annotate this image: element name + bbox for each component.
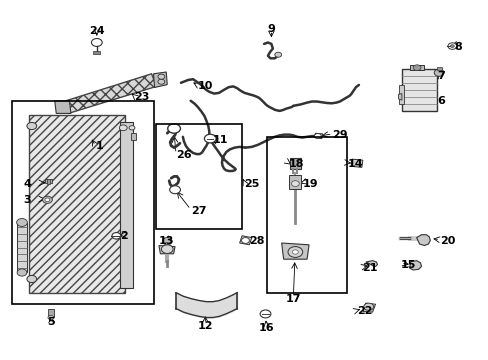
Circle shape xyxy=(129,126,135,130)
Bar xyxy=(93,51,100,54)
Circle shape xyxy=(412,65,420,71)
Circle shape xyxy=(42,196,52,203)
Bar xyxy=(45,179,52,183)
Circle shape xyxy=(447,43,456,49)
Text: 4: 4 xyxy=(23,179,31,189)
Bar xyxy=(289,175,301,189)
Text: 24: 24 xyxy=(89,26,104,36)
Circle shape xyxy=(433,69,443,76)
Polygon shape xyxy=(239,236,251,245)
Bar xyxy=(120,122,133,288)
Text: 22: 22 xyxy=(356,306,372,316)
Text: 12: 12 xyxy=(197,321,213,331)
Circle shape xyxy=(314,134,321,139)
Polygon shape xyxy=(365,261,377,266)
Polygon shape xyxy=(55,101,71,113)
Polygon shape xyxy=(153,72,167,87)
Bar xyxy=(409,65,424,70)
Text: 6: 6 xyxy=(437,96,445,106)
Circle shape xyxy=(48,315,54,320)
Text: 16: 16 xyxy=(258,323,274,333)
Text: 3: 3 xyxy=(23,195,31,205)
Bar xyxy=(17,223,27,272)
Text: 11: 11 xyxy=(212,135,228,145)
Bar xyxy=(266,137,346,293)
Circle shape xyxy=(17,219,27,226)
Bar xyxy=(401,69,436,111)
Polygon shape xyxy=(159,246,175,254)
Bar xyxy=(398,85,403,104)
Circle shape xyxy=(292,250,298,254)
Circle shape xyxy=(161,245,173,253)
Circle shape xyxy=(169,186,180,194)
Circle shape xyxy=(287,247,302,257)
Text: 26: 26 xyxy=(176,150,191,160)
Polygon shape xyxy=(416,235,429,246)
Bar xyxy=(156,124,242,229)
Text: 20: 20 xyxy=(439,236,454,246)
Text: 18: 18 xyxy=(288,159,304,169)
Circle shape xyxy=(158,79,164,84)
Circle shape xyxy=(241,238,249,243)
Circle shape xyxy=(274,52,281,57)
Circle shape xyxy=(260,310,270,318)
Circle shape xyxy=(363,303,373,310)
Bar xyxy=(47,179,50,184)
Polygon shape xyxy=(362,303,375,312)
Polygon shape xyxy=(398,94,401,100)
Text: 8: 8 xyxy=(454,42,462,52)
Text: 23: 23 xyxy=(134,92,149,102)
Circle shape xyxy=(204,134,216,143)
Circle shape xyxy=(17,269,27,276)
Polygon shape xyxy=(409,261,421,270)
Text: 13: 13 xyxy=(158,236,174,246)
Polygon shape xyxy=(281,243,308,259)
Circle shape xyxy=(27,275,37,283)
Text: 5: 5 xyxy=(47,317,55,327)
Text: 17: 17 xyxy=(285,294,301,304)
Text: 28: 28 xyxy=(249,236,264,246)
Text: 10: 10 xyxy=(198,81,213,91)
Circle shape xyxy=(119,125,127,131)
Polygon shape xyxy=(350,159,362,167)
Text: 27: 27 xyxy=(190,206,206,216)
Bar xyxy=(12,101,154,304)
Text: 1: 1 xyxy=(95,141,103,151)
Text: 14: 14 xyxy=(346,159,362,169)
Text: 19: 19 xyxy=(303,179,318,189)
Circle shape xyxy=(45,198,50,202)
Text: 21: 21 xyxy=(361,263,377,273)
Circle shape xyxy=(91,39,102,46)
Polygon shape xyxy=(314,133,322,139)
Circle shape xyxy=(162,238,172,245)
Text: 29: 29 xyxy=(332,130,347,140)
Text: 15: 15 xyxy=(400,260,415,270)
Circle shape xyxy=(449,45,453,48)
Bar xyxy=(48,309,54,317)
Text: 2: 2 xyxy=(120,231,127,241)
Polygon shape xyxy=(63,74,156,113)
Circle shape xyxy=(167,124,180,133)
Text: 9: 9 xyxy=(267,24,275,34)
Bar xyxy=(436,67,441,70)
Bar xyxy=(29,115,124,293)
Circle shape xyxy=(158,74,164,79)
Bar xyxy=(289,158,300,169)
Circle shape xyxy=(112,233,121,239)
Circle shape xyxy=(291,181,299,186)
Text: 25: 25 xyxy=(244,179,259,189)
Bar xyxy=(131,133,136,140)
Circle shape xyxy=(27,122,37,130)
Text: 7: 7 xyxy=(437,71,445,81)
